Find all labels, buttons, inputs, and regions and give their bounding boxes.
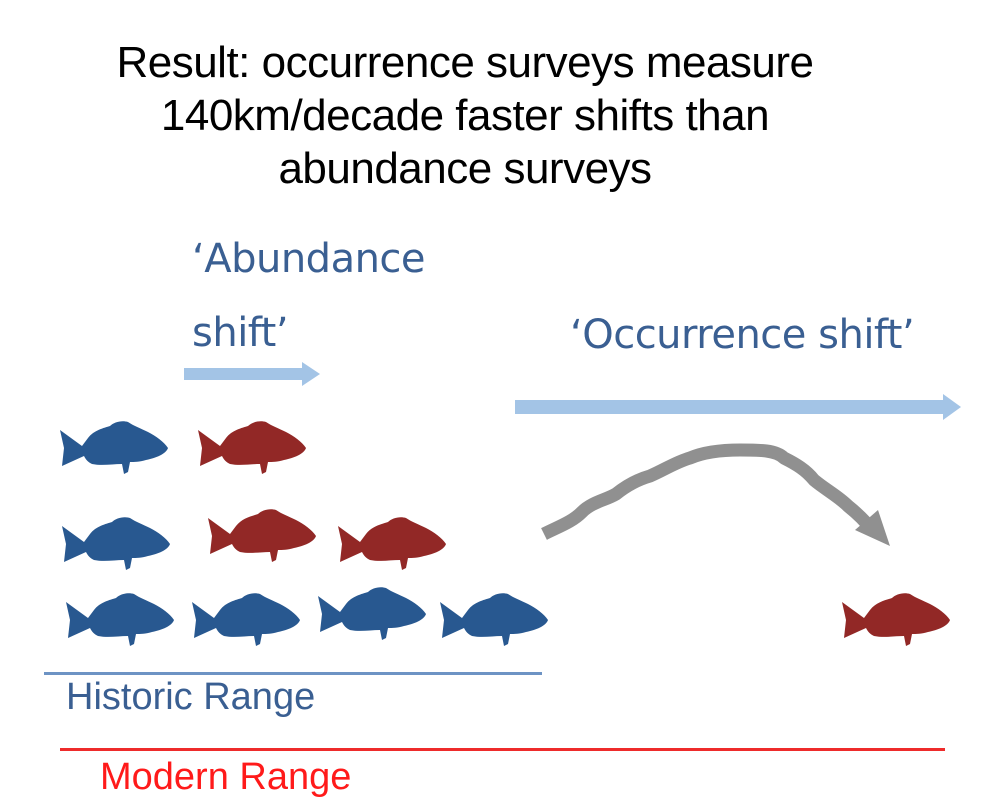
abundance-shift-label-line1: ‘Abundance bbox=[192, 236, 426, 282]
occurrence-shift-label: ‘Occurrence shift’ bbox=[570, 312, 915, 358]
title-line-1: Result: occurrence surveys measure bbox=[116, 38, 814, 87]
historic-range-line bbox=[44, 672, 542, 675]
historic-range-label: Historic Range bbox=[66, 676, 316, 718]
fish-historic-2 bbox=[62, 517, 170, 570]
fish-historic-6 bbox=[440, 593, 548, 646]
curved-jump-arrow-icon bbox=[541, 443, 890, 546]
occurrence-shift-arrow-icon bbox=[515, 394, 961, 420]
fish-modern-4 bbox=[842, 593, 950, 646]
abundance-shift-arrow-icon bbox=[184, 362, 320, 386]
slide-title: Result: occurrence surveys measure 140km… bbox=[0, 36, 930, 195]
title-line-3: abundance surveys bbox=[278, 144, 652, 193]
fish-modern-1 bbox=[198, 421, 306, 474]
modern-range-label: Modern Range bbox=[100, 756, 352, 798]
fish-modern-3 bbox=[338, 517, 446, 570]
abundance-shift-label-line2: shift’ bbox=[192, 310, 289, 356]
fish-historic-3 bbox=[66, 593, 174, 646]
fish-historic-5 bbox=[318, 587, 426, 640]
modern-range-line bbox=[60, 748, 945, 751]
fish-historic-4 bbox=[192, 593, 300, 646]
title-line-2: 140km/decade faster shifts than bbox=[160, 91, 770, 140]
fish-historic-1 bbox=[60, 421, 168, 474]
fish-modern-2 bbox=[208, 509, 316, 562]
